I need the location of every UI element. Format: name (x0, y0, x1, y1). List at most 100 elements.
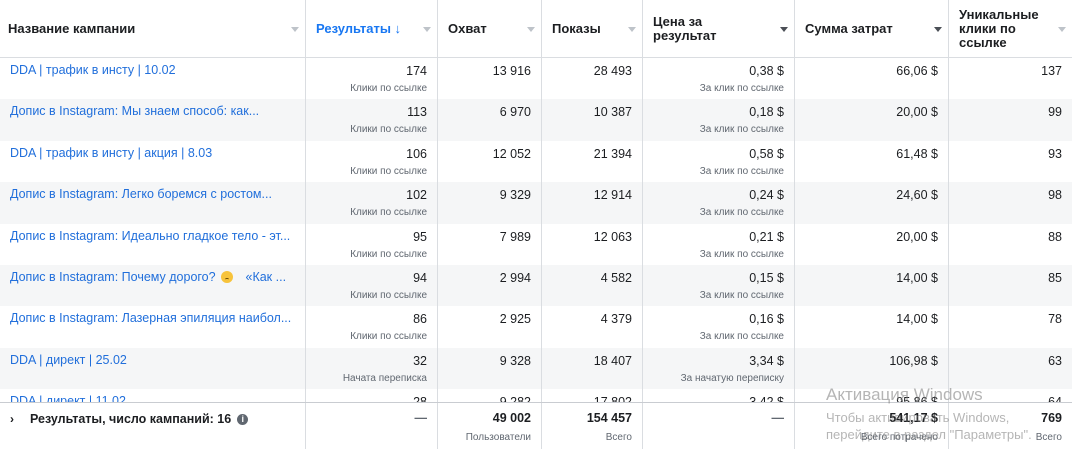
table-row[interactable]: Допис в Instagram: Идеально гладкое тело… (0, 223, 1072, 265)
amount-spent-cell: 24,60 $ (795, 182, 949, 224)
totals-unique-link-clicks: 769 Всего (1035, 411, 1062, 443)
chevron-down-icon[interactable] (934, 27, 942, 32)
unique-link-clicks-cell: 98 (1048, 188, 1062, 203)
reach-cell: 7 989 (438, 223, 542, 265)
unique-link-clicks-cell: 99 (1048, 105, 1062, 120)
chevron-right-icon[interactable]: › (10, 412, 14, 426)
unique-link-clicks-cell: 137 (1041, 64, 1062, 78)
totals-label-cell[interactable]: › Результаты, число кампаний: 16 i (0, 403, 306, 449)
cost-per-result-cell: 0,21 $ За клик по ссылке (643, 223, 795, 265)
campaign-name-link[interactable]: Допис в Instagram: Лазерная эпиляция наи… (0, 306, 306, 348)
impressions-cell: 18 407 (542, 347, 643, 390)
cost-per-result-cell: 0,16 $ За клик по ссылке (643, 306, 795, 348)
impressions-cell: 4 379 (542, 306, 643, 348)
chevron-down-icon[interactable] (527, 27, 535, 32)
campaign-name-text: Допис в Instagram: Идеально гладкое тело… (10, 228, 291, 243)
cost-per-result-cell: 0,18 $ За клик по ссылке (643, 99, 795, 141)
amount-spent-cell: 14,00 $ (795, 306, 949, 348)
amount-spent-cell: 14,00 $ (795, 264, 949, 307)
cost-per-result-cell: 0,58 $ За клик по ссылке (643, 140, 795, 183)
campaign-name-text: DDA | трафик в инсту | 10.02 (10, 63, 176, 77)
column-header-label: Показы (552, 20, 601, 36)
results-cell: 32 Начата переписка (306, 347, 438, 390)
campaign-name-link[interactable]: DDA | трафик в инсту | 10.02 (0, 58, 306, 100)
totals-row: › Результаты, число кампаний: 16 i — 49 … (0, 402, 1072, 449)
results-cell: 113 Клики по ссылке (306, 99, 438, 141)
cost-per-result-cell: 0,24 $ За клик по ссылке (643, 182, 795, 224)
results-cell: 102 Клики по ссылке (306, 182, 438, 224)
results-cell: 106 Клики по ссылке (306, 140, 438, 183)
column-header-label: Цена за результат (653, 13, 717, 43)
impressions-cell: 10 387 (542, 99, 643, 141)
campaign-name-text: Допис в Instagram: Легко боремся с росто… (10, 187, 272, 202)
column-header-label: Охват (448, 20, 487, 36)
impressions-cell: 21 394 (542, 140, 643, 183)
unique-link-clicks-cell: 88 (1048, 229, 1062, 244)
reach-cell: 9 329 (438, 182, 542, 224)
chevron-down-icon[interactable] (423, 27, 431, 32)
impressions-cell: 28 493 (542, 58, 643, 100)
column-header-label: Уникальные клики по ссылке (959, 6, 1039, 50)
table-body: DDA | трафик в инсту | 10.02 174 Клики по … (0, 58, 1072, 431)
campaign-name-link[interactable]: Допис в Instagram: Мы знаем способ: как.… (0, 99, 306, 141)
totals-impressions: 154 457 Всего (542, 403, 643, 449)
table-header: Название кампании Результаты ↓ Охват Пок… (0, 0, 1072, 58)
results-cell: 174 Клики по ссылке (306, 58, 438, 100)
column-header-reach[interactable]: Охват (438, 0, 542, 57)
reach-cell: 12 052 (438, 140, 542, 183)
table-row[interactable]: DDA | трафик в инсту | акция | 8.03 106 Кл… (0, 140, 1072, 183)
chevron-down-icon[interactable] (291, 27, 299, 32)
campaign-name-text: DDA | трафик в инсту | акция | 8.03 (10, 145, 213, 160)
table-row[interactable]: Допис в Instagram: Лазерная эпиляция наи… (0, 306, 1072, 348)
results-cell: 95 Клики по ссылке (306, 223, 438, 265)
table-row[interactable]: DDA | директ | 25.02 32 Начата переписка 9 … (0, 347, 1072, 390)
column-header-results[interactable]: Результаты ↓ (306, 0, 438, 57)
table-row[interactable]: DDA | трафик в инсту | 10.02 174 Клики по … (0, 58, 1072, 100)
table-row[interactable]: Допис в Instagram: Почему дорого? «Как .… (0, 264, 1072, 307)
reach-cell: 2 925 (438, 306, 542, 348)
reach-cell: 13 916 (438, 58, 542, 100)
reach-cell: 9 328 (438, 347, 542, 390)
campaign-name-text: Допис в Instagram: Лазерная эпиляция наи… (10, 311, 292, 326)
unique-link-clicks-cell: 93 (1048, 146, 1062, 161)
campaign-name-link[interactable]: DDA | директ | 25.02 (0, 347, 306, 390)
column-header-label: Название кампании (8, 20, 136, 36)
campaign-table: Название кампании Результаты ↓ Охват Пок… (0, 0, 1072, 431)
cost-per-result-cell: 0,15 $ За клик по ссылке (643, 264, 795, 307)
worried-face-icon (221, 270, 234, 283)
info-icon[interactable]: i (237, 413, 249, 425)
totals-label: Результаты, число кампаний: 16 (30, 412, 232, 426)
impressions-cell: 4 582 (542, 264, 643, 307)
totals-amount-spent: 541,17 $ Всего потрачено (795, 403, 949, 449)
results-cell: 86 Клики по ссылке (306, 306, 438, 348)
campaign-name-tail: «Как ... (245, 269, 287, 284)
table-row[interactable]: Допис в Instagram: Легко боремся с росто… (0, 182, 1072, 224)
campaign-name-link[interactable]: Допис в Instagram: Почему дорого? «Как .… (0, 264, 306, 307)
chevron-down-icon[interactable] (780, 27, 788, 32)
unique-link-clicks-cell: 78 (1048, 312, 1062, 327)
chevron-down-icon[interactable] (1058, 27, 1066, 32)
cost-per-result-cell: 0,38 $ За клик по ссылке (643, 58, 795, 100)
campaign-name-text: Допис в Instagram: Мы знаем способ: как.… (10, 104, 260, 119)
amount-spent-cell: 20,00 $ (795, 223, 949, 265)
column-header-unique-link-clicks[interactable]: Уникальные клики по ссылке (949, 0, 1072, 57)
impressions-cell: 12 063 (542, 223, 643, 265)
column-header-amount-spent[interactable]: Сумма затрат (795, 0, 949, 57)
unique-link-clicks-cell: 63 (1048, 353, 1062, 368)
campaign-name-link[interactable]: Допис в Instagram: Легко боремся с росто… (0, 182, 306, 224)
amount-spent-cell: 106,98 $ (795, 347, 949, 390)
reach-cell: 6 970 (438, 99, 542, 141)
column-header-label: Результаты ↓ (316, 20, 402, 36)
campaign-name-link[interactable]: DDA | трафик в инсту | акция | 8.03 (0, 140, 306, 183)
campaign-name-link[interactable]: Допис в Instagram: Идеально гладкое тело… (0, 223, 306, 265)
column-header-cost-per-result[interactable]: Цена за результат (643, 0, 795, 57)
column-header-label: Сумма затрат (805, 20, 893, 36)
chevron-down-icon[interactable] (628, 27, 636, 32)
table-row[interactable]: Допис в Instagram: Мы знаем способ: как.… (0, 99, 1072, 141)
amount-spent-cell: 20,00 $ (795, 99, 949, 141)
totals-cost-per-result: — (643, 403, 795, 449)
reach-cell: 2 994 (438, 264, 542, 307)
unique-link-clicks-cell: 85 (1048, 270, 1062, 285)
column-header-campaign-name[interactable]: Название кампании (0, 0, 306, 57)
column-header-impressions[interactable]: Показы (542, 0, 643, 57)
